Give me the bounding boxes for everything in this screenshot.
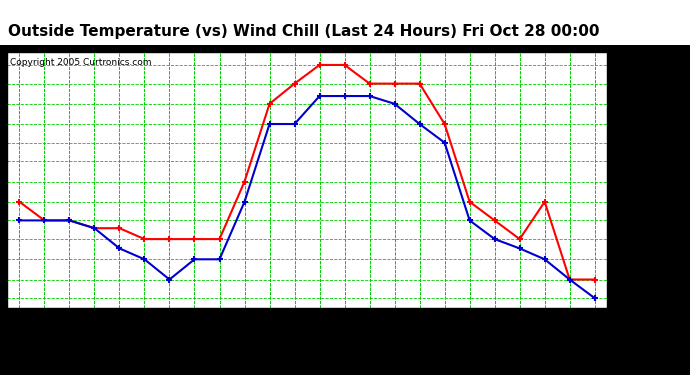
Text: Outside Temperature (vs) Wind Chill (Last 24 Hours) Fri Oct 28 00:00: Outside Temperature (vs) Wind Chill (Las… <box>8 24 600 39</box>
Text: Copyright 2005 Curtronics.com: Copyright 2005 Curtronics.com <box>10 58 151 67</box>
